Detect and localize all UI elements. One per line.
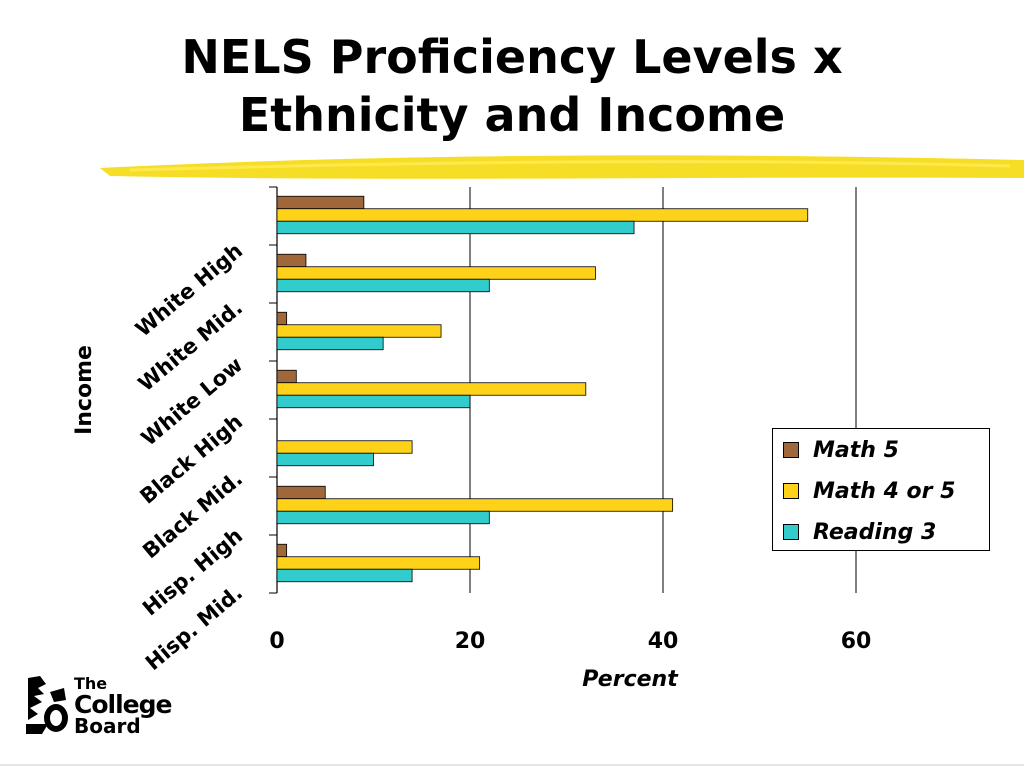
slide-title-line1: NELS Proficiency Levels x <box>181 30 843 84</box>
legend-item-math5: Math 5 <box>783 435 899 465</box>
legend-swatch-math5 <box>783 442 799 458</box>
bar <box>276 498 674 512</box>
footer-divider <box>0 764 1024 766</box>
bar <box>276 510 490 525</box>
bar <box>276 440 413 454</box>
legend-label-math5: Math 5 <box>813 437 899 463</box>
legend-label-reading3: Reading 3 <box>813 519 937 545</box>
bar <box>276 324 442 338</box>
slide-title-line2: Ethnicity and Income <box>238 88 786 142</box>
legend-label-math45: Math 4 or 5 <box>813 478 956 504</box>
highlight-stroke-sheen <box>129 160 1011 172</box>
logo-text-college: College <box>74 690 172 719</box>
bar <box>276 369 297 384</box>
title-highlight-stroke <box>100 155 1024 179</box>
bar <box>276 266 596 280</box>
bar <box>276 568 413 583</box>
bars <box>276 195 809 583</box>
college-board-logo: The College Board <box>24 674 184 736</box>
bar <box>276 195 365 210</box>
bar <box>276 311 288 326</box>
legend-swatch-reading3 <box>783 524 799 540</box>
x-tick-label: 0 <box>269 629 284 654</box>
bar <box>276 278 490 293</box>
chart-legend: Math 5 Math 4 or 5 Reading 3 <box>772 428 990 551</box>
x-tick-label: 40 <box>648 629 679 654</box>
bar <box>276 394 471 409</box>
bar <box>276 485 326 500</box>
x-tick-labels: 0 20 40 60 <box>269 629 871 654</box>
x-axis-label: Percent <box>582 667 679 692</box>
acorn-icon <box>26 676 68 734</box>
bar <box>276 220 635 235</box>
legend-item-reading3: Reading 3 <box>783 517 936 547</box>
logo-text-board: Board <box>74 714 141 738</box>
x-tick-label: 20 <box>455 629 486 654</box>
legend-swatch-math45 <box>783 483 799 499</box>
bar <box>276 556 481 570</box>
bar <box>276 452 374 467</box>
bar <box>276 208 809 222</box>
y-axis-label: Income <box>72 345 97 435</box>
bar <box>276 382 587 396</box>
logo-text-the: The <box>74 674 108 693</box>
bar <box>276 336 384 351</box>
bar <box>276 253 307 268</box>
bar <box>276 543 288 558</box>
x-tick-label: 60 <box>841 629 872 654</box>
legend-item-math45: Math 4 or 5 <box>783 476 955 506</box>
y-axis <box>269 186 278 594</box>
